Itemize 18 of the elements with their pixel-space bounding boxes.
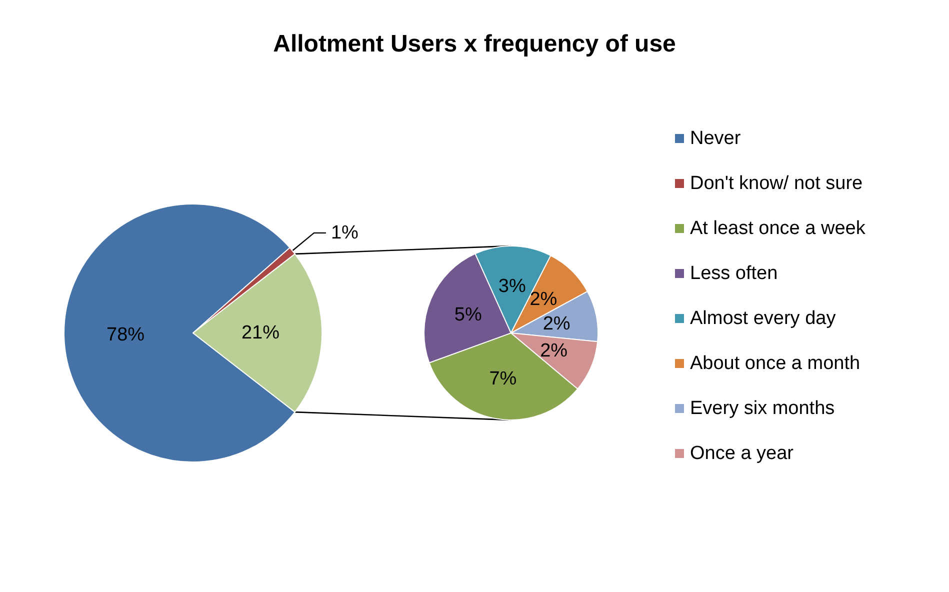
data-label: 1%: [330, 222, 359, 244]
legend-label: Once a year: [690, 443, 794, 464]
data-label: 2%: [542, 313, 570, 334]
legend-label: Almost every day: [690, 308, 836, 329]
legend-label: Less often: [690, 263, 778, 284]
legend-label: Never: [690, 128, 742, 149]
chart-title: Allotment Users x frequency of use: [273, 30, 676, 58]
legend-label: About once a month: [690, 353, 860, 374]
data-label: 2%: [530, 289, 558, 310]
data-label: 5%: [454, 304, 482, 326]
legend-label: Every six months: [690, 398, 835, 419]
data-label: 7%: [489, 368, 517, 390]
legend-label: At least once a week: [690, 218, 866, 239]
data-label: 2%: [540, 340, 568, 362]
data-label: 3%: [498, 276, 526, 298]
data-label: 21%: [241, 322, 280, 344]
data-label: 78%: [106, 324, 145, 346]
legend-label: Don't know/ not sure: [690, 173, 863, 194]
